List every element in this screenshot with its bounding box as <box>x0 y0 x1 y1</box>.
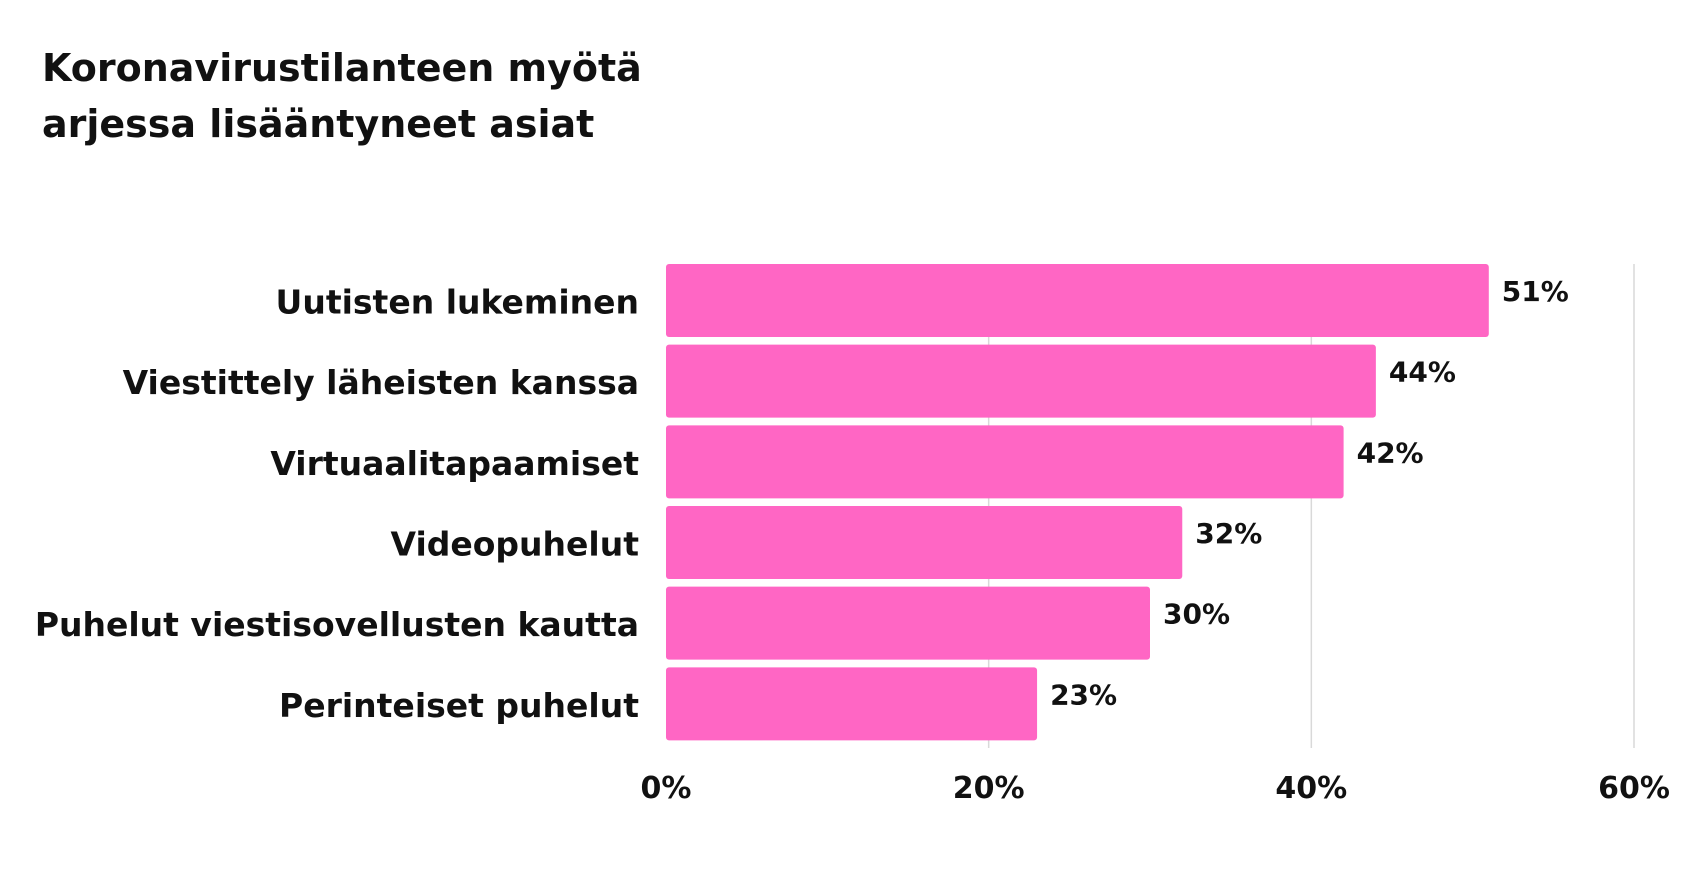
value-label: 32% <box>1195 517 1262 550</box>
value-label: 51% <box>1502 275 1569 308</box>
bar <box>666 425 1344 499</box>
bar <box>666 586 1150 660</box>
bars <box>666 264 1489 741</box>
value-label: 30% <box>1163 598 1230 631</box>
category-label: Viestittely läheisten kanssa <box>123 363 639 402</box>
value-labels: 51% 44% 42% 32% 30% 23% <box>1050 275 1569 711</box>
value-label: 42% <box>1357 436 1424 469</box>
bar <box>666 344 1376 418</box>
chart-title: Koronavirustilanteen myötä arjessa lisää… <box>42 46 642 146</box>
bar <box>666 264 1489 338</box>
category-label: Perinteiset puhelut <box>279 686 639 725</box>
value-label: 44% <box>1389 356 1456 389</box>
x-tick-label: 0% <box>641 771 692 806</box>
category-label: Videopuhelut <box>390 525 639 564</box>
value-label: 23% <box>1050 678 1117 711</box>
x-axis-tick-labels: 0% 20% 40% 60% <box>641 771 1670 806</box>
category-labels: Uutisten lukeminen Viestittely läheisten … <box>35 283 639 725</box>
category-label: Uutisten lukeminen <box>276 283 639 322</box>
x-tick-label: 60% <box>1598 771 1670 806</box>
bar <box>666 667 1038 741</box>
x-tick-label: 20% <box>953 771 1025 806</box>
x-tick-label: 40% <box>1275 771 1347 806</box>
bar <box>666 506 1183 580</box>
category-label: Puhelut viestisovellusten kautta <box>35 605 639 644</box>
category-label: Virtuaalitapaamiset <box>270 444 639 483</box>
